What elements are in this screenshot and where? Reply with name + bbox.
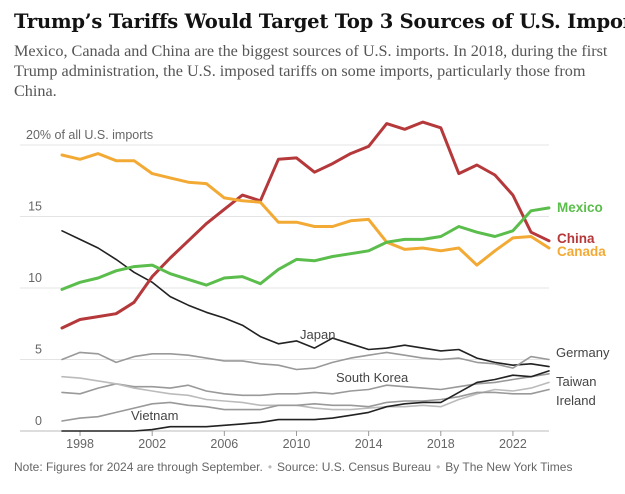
chart-title: Trump’s Tariffs Would Target Top 3 Sourc…: [14, 10, 625, 33]
series-line-ireland: [61, 388, 550, 422]
series-line-taiwan: [61, 375, 550, 411]
credit-text: By The New York Times: [445, 460, 573, 474]
series-label-canada: Canada: [557, 244, 606, 259]
note-text: Note: Figures for 2024 are through Septe…: [14, 460, 263, 474]
series-label-china: China: [557, 231, 595, 246]
footer-note: Note: Figures for 2024 are through Septe…: [14, 460, 614, 474]
y-axis-ticks: 20% of all U.S. imports 15 10 5 0: [26, 128, 153, 428]
series-line-south-korea: [61, 373, 550, 397]
x-tick-label: 2010: [283, 437, 311, 451]
separator-dot: •: [267, 460, 273, 474]
x-axis-ticks: 1998 2002 2006 2010 2014 2018 2022: [66, 431, 527, 451]
series-label-germany: Germany: [556, 345, 610, 360]
x-tick-label: 2022: [499, 437, 527, 451]
x-tick-label: 2018: [427, 437, 455, 451]
source-text: Source: U.S. Census Bureau: [277, 460, 432, 474]
separator-dot: •: [436, 460, 441, 474]
y-tick-label: 10: [28, 271, 42, 285]
series-line-canada: [60, 152, 551, 267]
series-line-mexico: [60, 206, 551, 291]
y-tick-label: 0: [35, 414, 42, 428]
x-tick-label: 1998: [66, 437, 94, 451]
y-tick-label: 15: [28, 200, 42, 214]
x-tick-label: 2006: [210, 437, 238, 451]
series-lines: [60, 120, 551, 432]
series-line-china: [60, 120, 551, 330]
series-label-ireland: Ireland: [556, 393, 596, 408]
series-label-south-korea: South Korea: [336, 370, 409, 385]
series-label-taiwan: Taiwan: [556, 374, 596, 389]
series-line-japan: [61, 230, 550, 368]
y-unit-label: 20% of all U.S. imports: [26, 128, 153, 142]
x-tick-label: 2002: [138, 437, 166, 451]
series-label-mexico: Mexico: [557, 200, 603, 215]
series-line-vietnam: [61, 370, 550, 432]
series-label-vietnam: Vietnam: [131, 408, 178, 423]
line-chart: 20% of all U.S. imports 15 10 5 0 1998 2002 20…: [20, 120, 610, 451]
series-label-japan: Japan: [300, 327, 335, 342]
series-line-germany: [61, 351, 550, 371]
y-tick-label: 5: [35, 343, 42, 357]
x-tick-label: 2014: [355, 437, 383, 451]
chart-subtitle: Mexico, Canada and China are the biggest…: [14, 42, 608, 100]
